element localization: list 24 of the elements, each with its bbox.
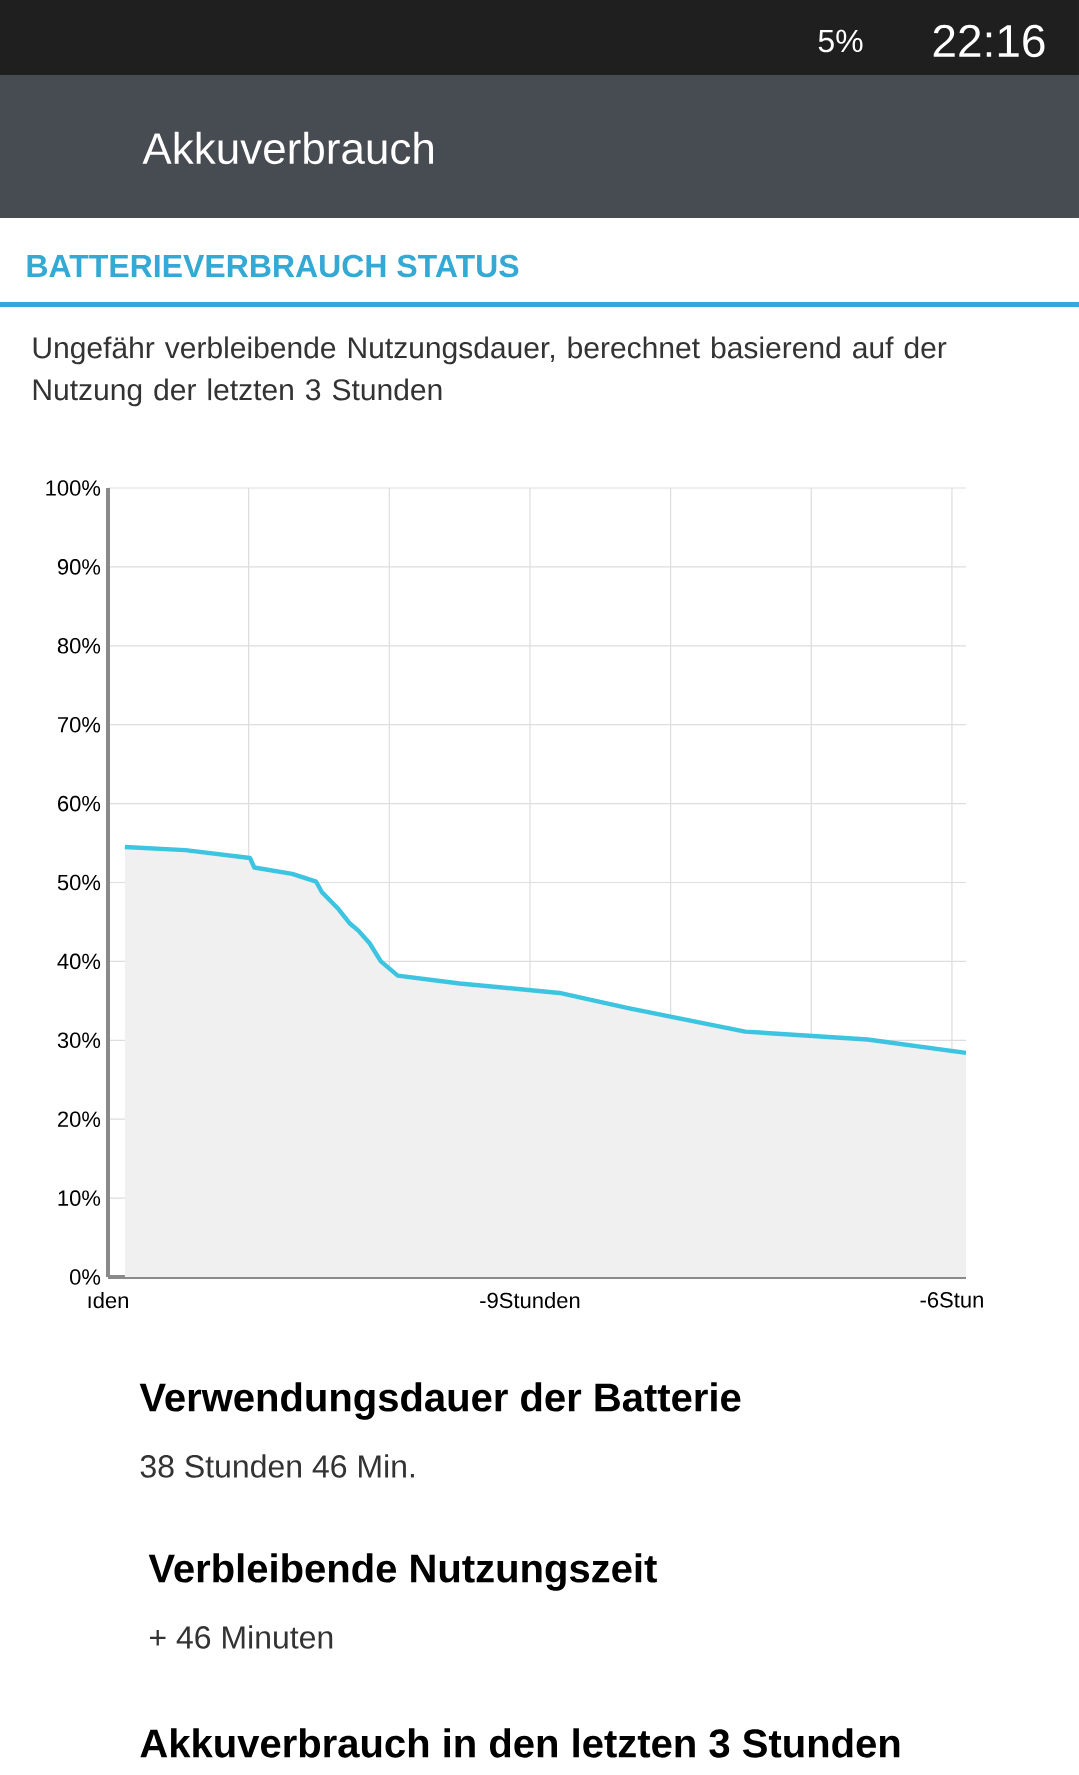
text: Verwendungsdauer der Batterie xyxy=(139,1382,741,1420)
text: Akkuverbrauch xyxy=(142,131,433,165)
text: + 46 Minuten xyxy=(149,1625,333,1649)
y-tick-label: 90% xyxy=(57,559,101,575)
text: Verbleibende Nutzungszeit xyxy=(148,1553,657,1591)
text: 22:16 xyxy=(933,24,1045,58)
y-tick-label: 80% xyxy=(57,638,101,654)
y-tick-label: 50% xyxy=(57,874,101,891)
x-tick-label: ıden xyxy=(88,1292,128,1309)
y-tick-label: 100% xyxy=(46,480,101,496)
y-tick-label: 20% xyxy=(58,1111,101,1127)
text: Akkuverbrauch in den letzten 3 Stunden xyxy=(140,1728,900,1758)
y-tick-label: 10% xyxy=(58,1190,101,1206)
text: 5% xyxy=(818,29,863,53)
text: 38 Stunden 46 Min. xyxy=(140,1454,414,1478)
y-tick-label: 70% xyxy=(58,716,101,733)
y-tick-label: 0% xyxy=(69,1269,101,1285)
y-tick-label: 30% xyxy=(57,1032,101,1049)
x-tick-label: -9Stunden xyxy=(480,1292,580,1309)
chart-title: BATTERIEVERBRAUCH STATUS xyxy=(27,254,519,278)
y-tick-label: 60% xyxy=(58,795,101,812)
x-tick-label: -6Stun xyxy=(920,1292,983,1308)
y-tick-label: 40% xyxy=(57,953,101,970)
chart-subtitle: Ungefähr verbleibende Nutzungsdauer, berechnet basierend auf der Nutzung der letzten 3 Stunden xyxy=(33,336,947,407)
